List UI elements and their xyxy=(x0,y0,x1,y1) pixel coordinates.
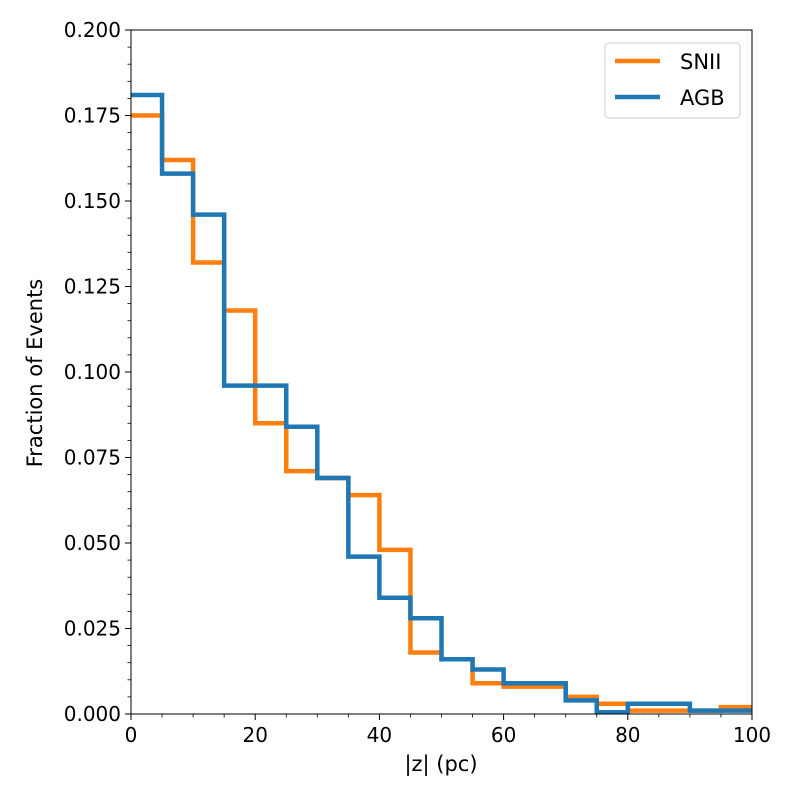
y-tick-label: 0.025 xyxy=(64,617,121,641)
legend-label-agb: AGB xyxy=(680,86,725,110)
y-tick-label: 0.000 xyxy=(64,702,121,726)
y-tick-label: 0.075 xyxy=(64,446,121,470)
x-tick-label: 100 xyxy=(733,723,771,747)
y-tick-label: 0.100 xyxy=(64,360,121,384)
legend-label-snii: SNII xyxy=(680,50,721,74)
x-tick-label: 60 xyxy=(491,723,516,747)
legend: SNII AGB xyxy=(604,42,741,119)
y-axis: 0.000 0.025 0.050 0.075 0.100 0.125 0.150 0.175… xyxy=(64,18,131,726)
y-tick-label: 0.050 xyxy=(64,531,121,555)
series-agb-step-line xyxy=(131,92,752,715)
y-axis-title: Fraction of Events xyxy=(23,279,47,468)
x-axis-title: |z| (pc) xyxy=(404,752,477,777)
y-tick-label: 0.125 xyxy=(64,275,121,299)
plot-area xyxy=(130,29,753,715)
x-tick-label: 80 xyxy=(615,723,640,747)
x-tick-label: 20 xyxy=(242,723,267,747)
x-tick-label: 40 xyxy=(367,723,392,747)
y-tick-label: 0.150 xyxy=(64,189,121,213)
x-axis: 0 20 40 60 80 100 xyxy=(125,714,771,747)
x-tick-label: 0 xyxy=(125,723,138,747)
y-tick-label: 0.200 xyxy=(64,18,121,42)
y-tick-label: 0.175 xyxy=(64,104,121,128)
